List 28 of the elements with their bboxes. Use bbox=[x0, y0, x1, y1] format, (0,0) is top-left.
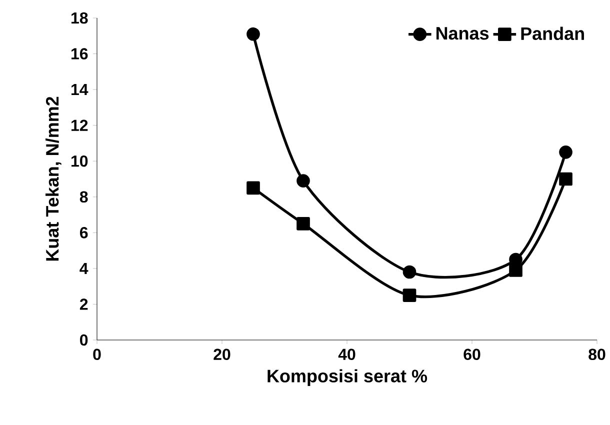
legend-label: Nanas bbox=[436, 27, 489, 40]
y-tick-label: 14 bbox=[72, 84, 88, 96]
x-tick-label: 20 bbox=[214, 348, 230, 360]
x-tick-label: 80 bbox=[588, 348, 606, 360]
legend-label: Pandan bbox=[521, 26, 584, 40]
x-tick-label: 0 bbox=[93, 348, 101, 360]
point bbox=[246, 181, 260, 195]
x-tick-label: 60 bbox=[464, 348, 480, 360]
x-axis-title: Komposisi serat % bbox=[268, 369, 428, 386]
point bbox=[402, 265, 416, 279]
y-tick-label: 6 bbox=[80, 227, 88, 238]
y-tick-label: 16 bbox=[72, 48, 88, 60]
y-tick-label: 12 bbox=[72, 120, 88, 131]
y-tick-label: 2 bbox=[80, 298, 88, 310]
y-tick-label: 4 bbox=[80, 262, 88, 274]
y-axis-title: Kuat Tekan, N/mm2 bbox=[46, 96, 62, 261]
point bbox=[296, 174, 310, 188]
y-tick-label: 0 bbox=[80, 334, 88, 346]
point bbox=[296, 217, 310, 230]
y-tick-label: 8 bbox=[80, 191, 88, 203]
point bbox=[402, 288, 416, 302]
point bbox=[509, 264, 522, 277]
point bbox=[559, 146, 572, 159]
point bbox=[559, 172, 572, 186]
point bbox=[246, 27, 260, 41]
y-tick-label: 10 bbox=[72, 155, 88, 167]
y-tick-label: 18 bbox=[72, 12, 88, 24]
x-tick-label: 40 bbox=[338, 348, 356, 360]
